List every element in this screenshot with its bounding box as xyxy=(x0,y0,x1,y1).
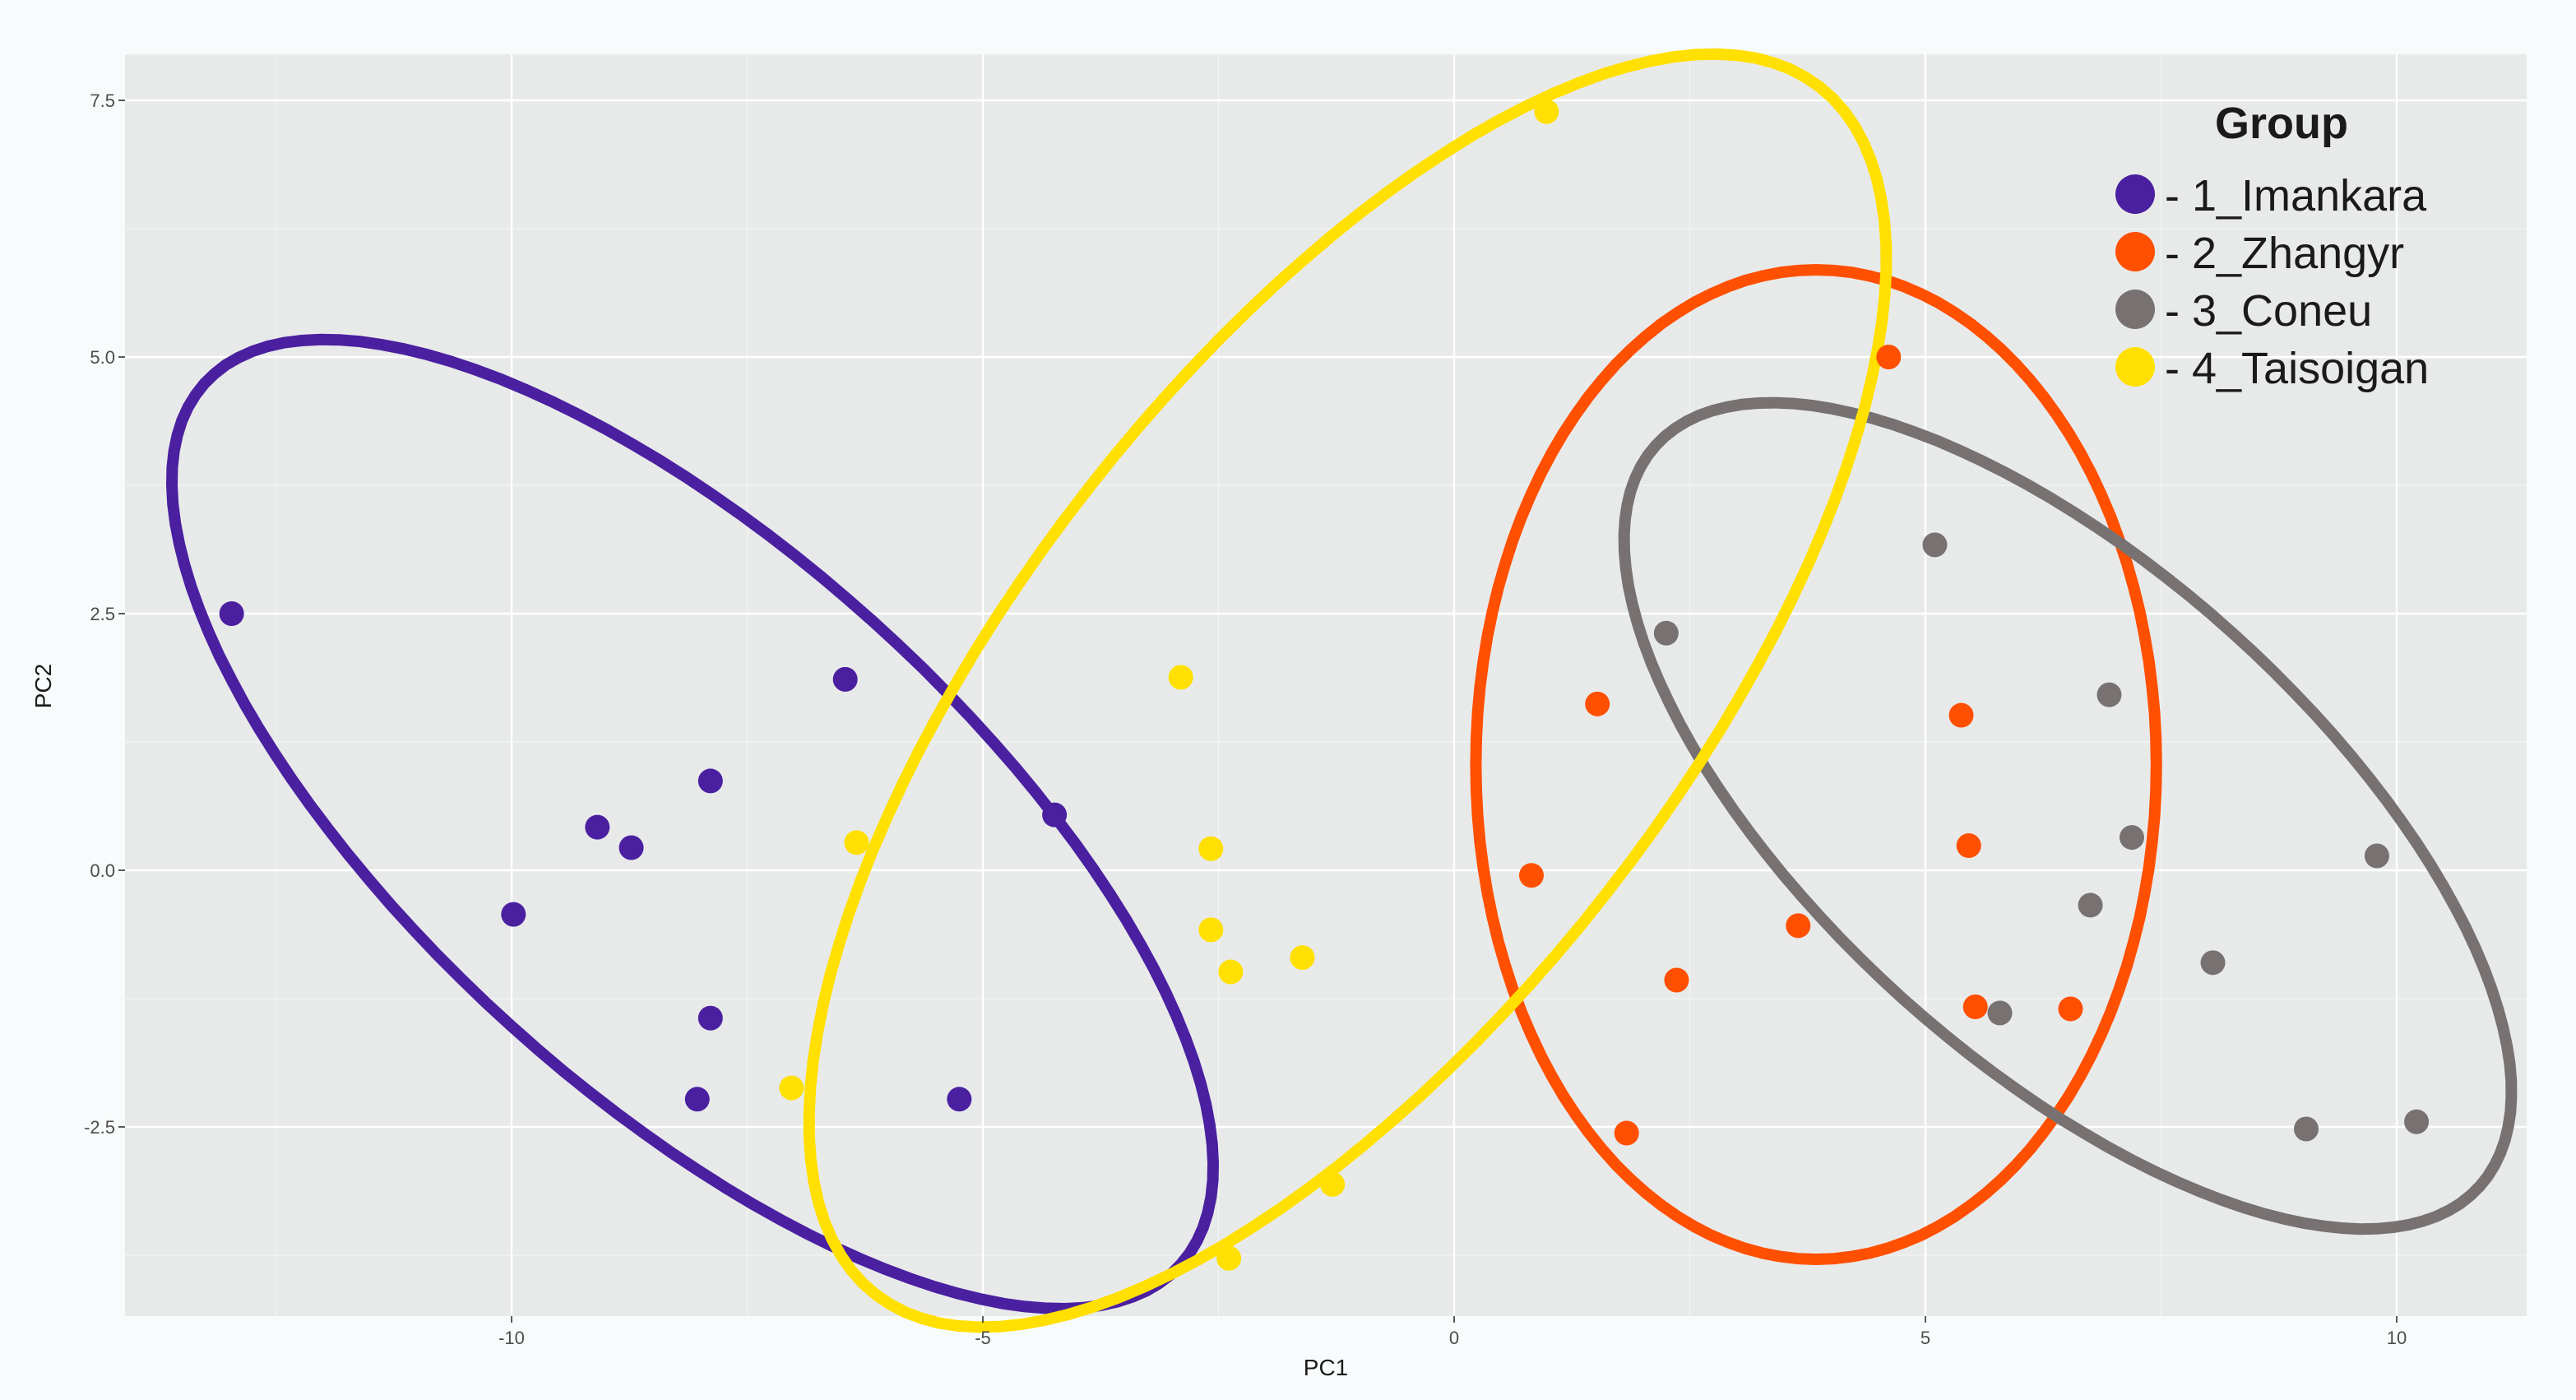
legend-label-2: - 2_Zhangyr xyxy=(2165,229,2404,278)
point-series-3 xyxy=(2119,825,2144,851)
x-tick-label: 5 xyxy=(1920,1328,1930,1348)
point-series-2 xyxy=(1956,833,1981,859)
point-series-3 xyxy=(2200,950,2226,976)
point-series-1 xyxy=(832,666,858,692)
legend-label-1: - 1_Imankara xyxy=(2165,171,2427,220)
point-series-3 xyxy=(1987,1000,2013,1026)
x-tick-label: -10 xyxy=(498,1328,525,1348)
point-series-4 xyxy=(779,1075,804,1101)
y-tick-label: 0.0 xyxy=(90,860,115,881)
ellipse-series-4 xyxy=(803,48,1893,1333)
x-tick-label: 0 xyxy=(1449,1328,1459,1348)
point-series-3 xyxy=(2404,1109,2430,1134)
point-series-3 xyxy=(2078,892,2103,918)
point-series-1 xyxy=(947,1087,972,1112)
x-axis-ticks: -10 -5 0 5 10 xyxy=(498,1316,2407,1348)
legend-title: Group xyxy=(2215,99,2348,148)
point-series-1 xyxy=(697,768,723,794)
point-series-4 xyxy=(1216,1245,1242,1271)
point-series-4 xyxy=(1198,917,1224,943)
data-points xyxy=(219,99,2430,1271)
point-series-2 xyxy=(2058,996,2083,1022)
point-series-2 xyxy=(1876,345,1902,369)
point-series-4 xyxy=(1198,836,1224,861)
point-series-2 xyxy=(1786,913,1811,939)
point-series-3 xyxy=(2364,843,2389,869)
y-tick-label: 5.0 xyxy=(90,347,115,368)
ellipse-series-1 xyxy=(165,333,1220,1315)
legend-key-3 xyxy=(2115,290,2155,329)
y-tick-label: 7.5 xyxy=(90,90,115,111)
point-series-2 xyxy=(1948,702,1974,728)
point-series-3 xyxy=(1922,532,1948,558)
y-tick-label: 2.5 xyxy=(90,604,115,624)
point-series-1 xyxy=(619,835,644,860)
x-axis-title: PC1 xyxy=(1304,1355,1348,1380)
point-series-4 xyxy=(1534,99,1559,124)
ellipse-series-2 xyxy=(1470,263,2162,1266)
point-series-2 xyxy=(1518,863,1544,888)
point-series-1 xyxy=(501,902,526,927)
point-series-3 xyxy=(2293,1116,2319,1142)
legend-label-4: - 4_Taisoigan xyxy=(2165,344,2429,393)
point-series-1 xyxy=(697,1005,723,1031)
point-series-4 xyxy=(1218,959,1244,985)
point-series-4 xyxy=(1168,665,1193,690)
x-tick-label: 10 xyxy=(2387,1328,2407,1348)
point-series-1 xyxy=(219,601,244,626)
legend-label-3: - 3_Coneu xyxy=(2165,286,2372,336)
x-tick-label: -5 xyxy=(975,1328,991,1348)
point-series-2 xyxy=(1614,1120,1639,1146)
ellipse-series-3 xyxy=(1618,396,2518,1235)
point-series-2 xyxy=(1962,994,1988,1019)
legend-key-1 xyxy=(2115,174,2155,214)
point-series-3 xyxy=(1653,620,1679,646)
point-series-1 xyxy=(585,814,610,840)
point-series-2 xyxy=(1585,691,1610,716)
point-series-1 xyxy=(684,1087,710,1112)
point-series-1 xyxy=(1042,802,1068,827)
point-series-3 xyxy=(2096,682,2122,707)
confidence-ellipses xyxy=(165,48,2518,1333)
y-axis-ticks: -2.5 0.0 2.5 5.0 7.5 xyxy=(84,90,125,1138)
y-axis-title: PC2 xyxy=(30,664,56,708)
point-series-4 xyxy=(1320,1171,1346,1197)
legend-key-2 xyxy=(2115,232,2155,271)
point-series-4 xyxy=(1290,945,1315,971)
point-series-4 xyxy=(844,830,869,855)
legend-key-4 xyxy=(2115,347,2155,387)
legend: Group - 1_Imankara - 2_Zhangyr - 3_Coneu - … xyxy=(2115,99,2429,393)
point-series-2 xyxy=(1664,967,1689,993)
y-tick-label: -2.5 xyxy=(84,1117,115,1138)
